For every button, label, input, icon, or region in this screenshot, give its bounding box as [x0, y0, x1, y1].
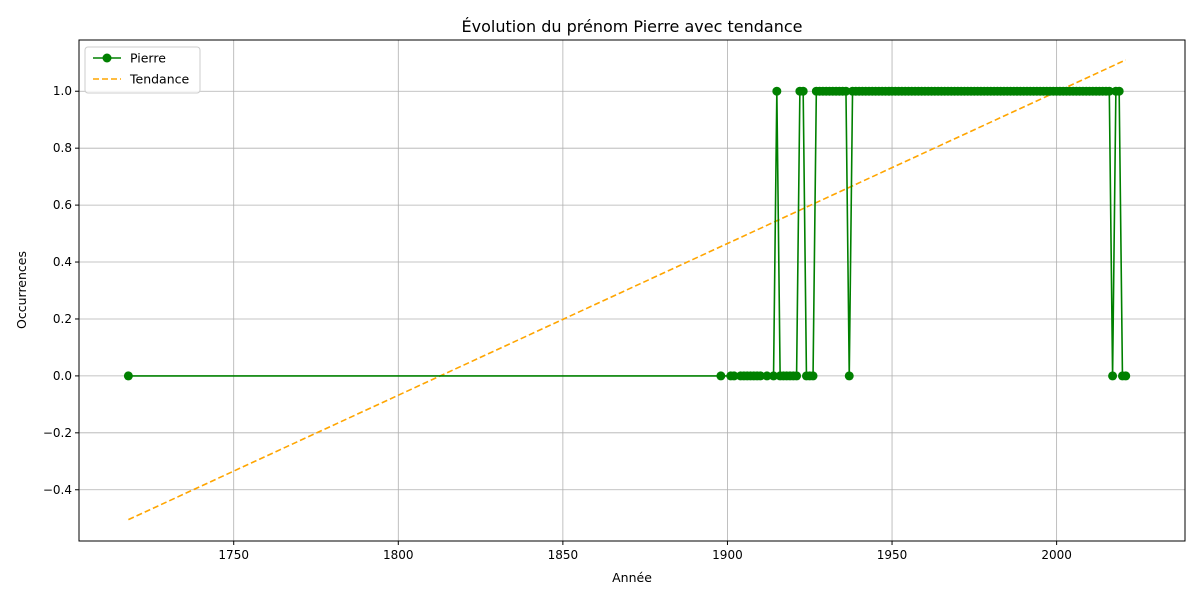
chart-title: Évolution du prénom Pierre avec tendance [462, 17, 803, 36]
data-point-pierre [844, 371, 854, 381]
y-tick-label: −0.4 [43, 483, 72, 497]
y-axis-ticks: −0.4 −0.2 0.0 0.2 0.4 0.6 0.8 1.0 [43, 84, 79, 497]
data-point-pierre [798, 86, 808, 96]
data-point-pierre [1108, 371, 1118, 381]
x-tick-label: 1800 [383, 548, 414, 562]
legend-marker-pierre [102, 53, 112, 63]
y-tick-label: 0.6 [53, 198, 72, 212]
data-point-pierre [762, 371, 772, 381]
y-tick-label: 0.8 [53, 141, 72, 155]
legend-label-pierre: Pierre [130, 51, 166, 66]
data-point-pierre [1121, 371, 1131, 381]
y-tick-label: 1.0 [53, 84, 72, 98]
legend-label-tendance: Tendance [129, 72, 190, 87]
y-tick-label: −0.2 [43, 426, 72, 440]
y-tick-label: 0.0 [53, 369, 72, 383]
data-point-pierre [769, 371, 779, 381]
y-axis-label: Occurrences [14, 251, 29, 329]
series-line-tendance [128, 59, 1127, 521]
x-tick-label: 1750 [218, 548, 249, 562]
data-point-pierre [729, 371, 739, 381]
data-point-pierre [772, 86, 782, 96]
data-point-pierre [716, 371, 726, 381]
x-axis-label: Année [612, 570, 652, 585]
plot-frame [78, 39, 1186, 542]
data-point-pierre [1114, 86, 1124, 96]
y-tick-label: 0.2 [53, 312, 72, 326]
data-point-pierre [808, 371, 818, 381]
data-point-pierre [755, 371, 765, 381]
data-point-pierre [123, 371, 133, 381]
data-point-pierre [841, 86, 851, 96]
data-point-pierre [792, 371, 802, 381]
data-point-pierre [1104, 86, 1114, 96]
y-tick-label: 0.4 [53, 255, 72, 269]
x-tick-label: 1900 [712, 548, 743, 562]
x-tick-label: 1850 [548, 548, 579, 562]
x-axis-ticks: 1750 1800 1850 1900 1950 2000 [218, 541, 1072, 562]
series-layer [123, 59, 1131, 521]
x-tick-label: 1950 [877, 548, 908, 562]
x-tick-label: 2000 [1041, 548, 1072, 562]
legend: Pierre Tendance [84, 46, 201, 94]
